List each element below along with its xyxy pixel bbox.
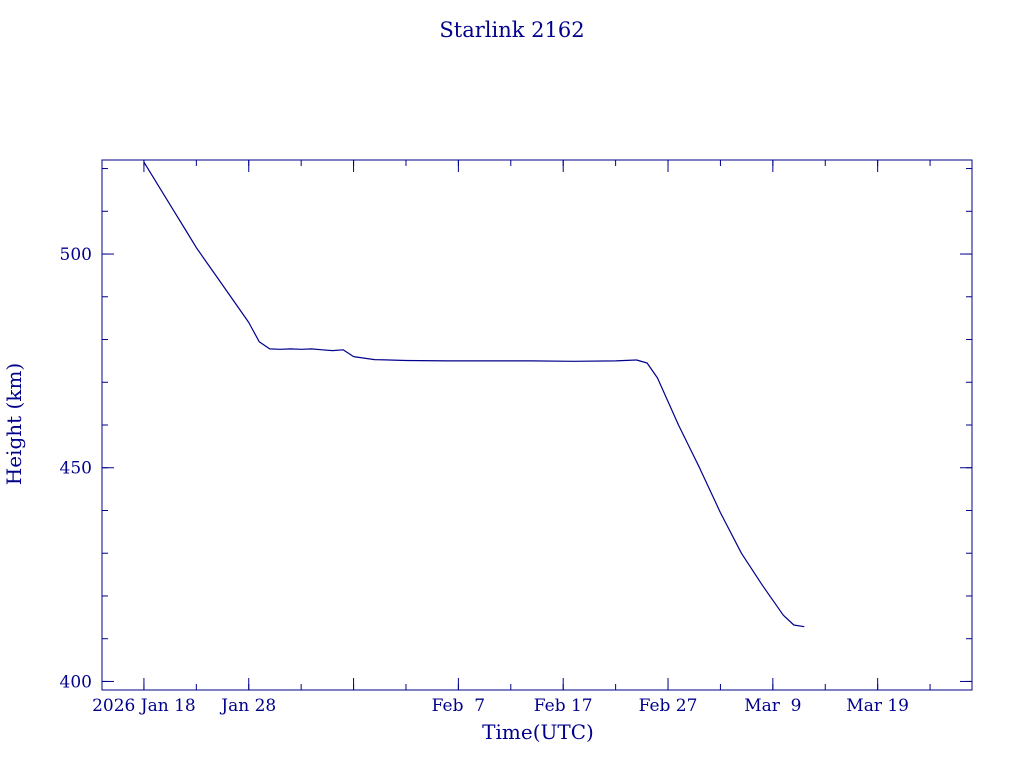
x-tick-label: Jan 28: [219, 696, 276, 716]
axis-tick-labels: 400 450 500 2026 Jan 18 Jan 28 Feb 7 Feb 17 Feb…: [60, 245, 909, 716]
x-tick-label: Feb 17: [534, 696, 593, 716]
x-tick-label: 2026 Jan 18: [92, 696, 196, 716]
y-tick-label: 400: [60, 672, 92, 692]
axis-ticks: [102, 160, 972, 690]
y-axis-title: Height (km): [2, 363, 26, 485]
x-tick-label: Mar 19: [846, 696, 909, 716]
x-tick-label: Mar 9: [744, 696, 801, 716]
y-tick-label: 450: [60, 459, 92, 479]
chart-title: Starlink 2162: [439, 18, 584, 42]
x-tick-label: Feb 27: [639, 696, 698, 716]
y-tick-label: 500: [60, 245, 92, 265]
x-tick-label: Feb 7: [432, 696, 485, 716]
series-line-height: [143, 161, 805, 628]
plot-frame: [101, 159, 973, 691]
x-axis-title: Time(UTC): [482, 720, 594, 744]
